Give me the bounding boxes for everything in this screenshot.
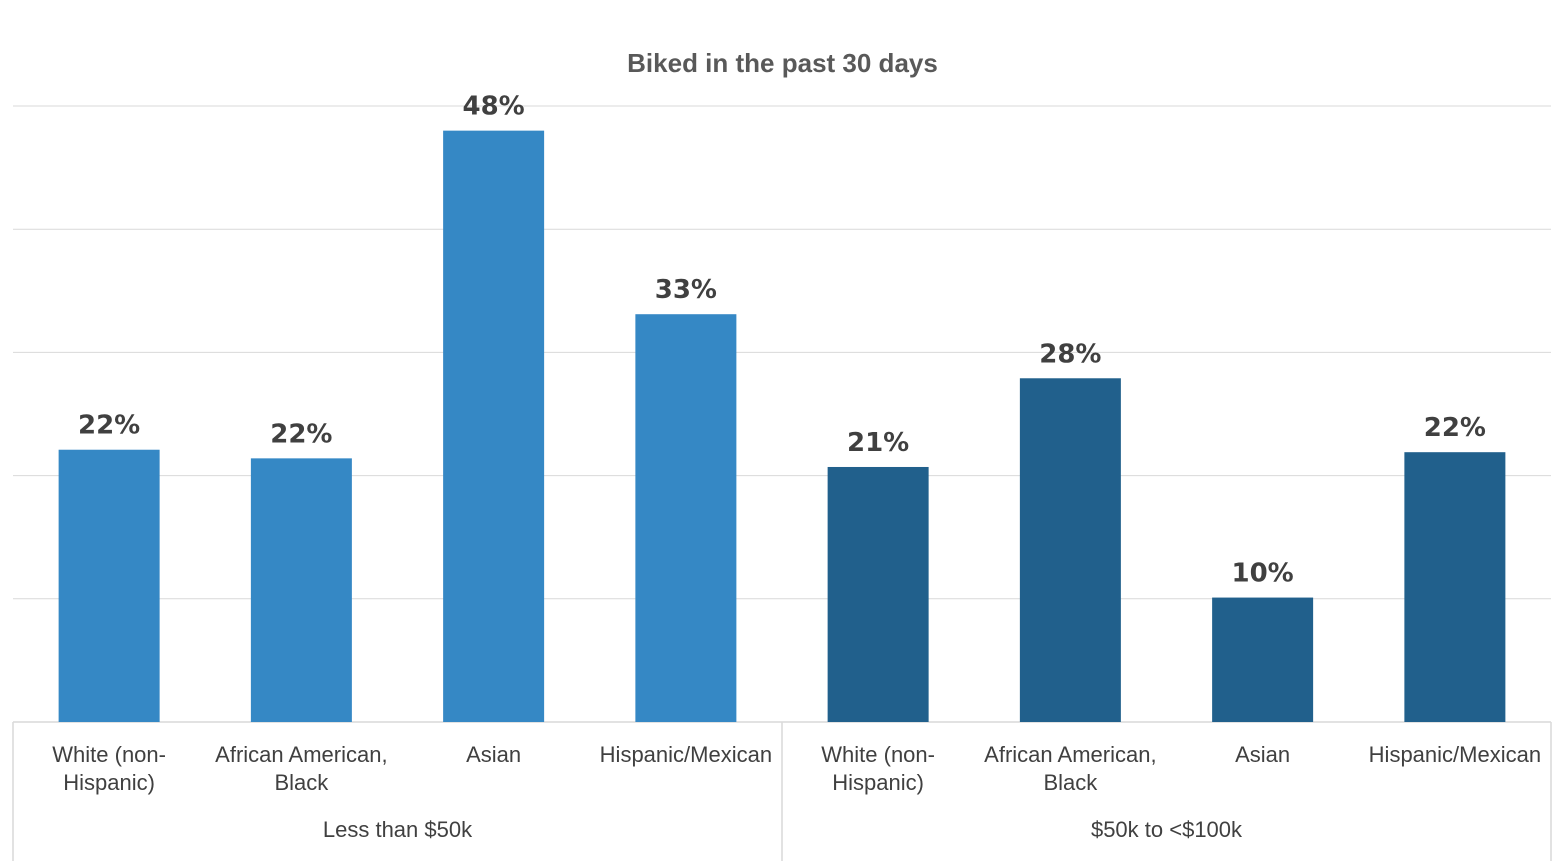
data-label: 48%: [463, 92, 525, 122]
data-label: 10%: [1232, 559, 1294, 589]
category-label: Black: [1043, 770, 1098, 795]
bar: [443, 130, 545, 722]
bar: [635, 314, 737, 722]
chart-title: Biked in the past 30 days: [627, 48, 938, 78]
category-label: African American,: [215, 742, 387, 767]
data-label: 33%: [655, 275, 717, 305]
category-label: White (non-: [821, 742, 935, 767]
bar: [1212, 597, 1314, 722]
category-label: White (non-: [52, 742, 166, 767]
data-label: 21%: [847, 428, 909, 458]
category-label: Black: [274, 770, 329, 795]
category-label: Hispanic/Mexican: [600, 742, 772, 767]
group-label: $50k to <$100k: [1091, 817, 1243, 842]
category-label: Hispanic): [832, 770, 924, 795]
bar: [827, 466, 929, 722]
data-label: 28%: [1039, 339, 1101, 369]
category-label: Asian: [1235, 742, 1290, 767]
bar: [58, 449, 160, 722]
bar: [250, 458, 352, 722]
data-label: 22%: [1424, 413, 1486, 443]
bar: [1404, 452, 1506, 722]
data-label: 22%: [270, 419, 332, 449]
category-label: African American,: [984, 742, 1156, 767]
category-label: Asian: [466, 742, 521, 767]
group-label: Less than $50k: [323, 817, 473, 842]
bar: [1019, 378, 1121, 722]
category-label: Hispanic): [63, 770, 155, 795]
data-label: 22%: [78, 411, 140, 441]
category-label: Hispanic/Mexican: [1369, 742, 1541, 767]
